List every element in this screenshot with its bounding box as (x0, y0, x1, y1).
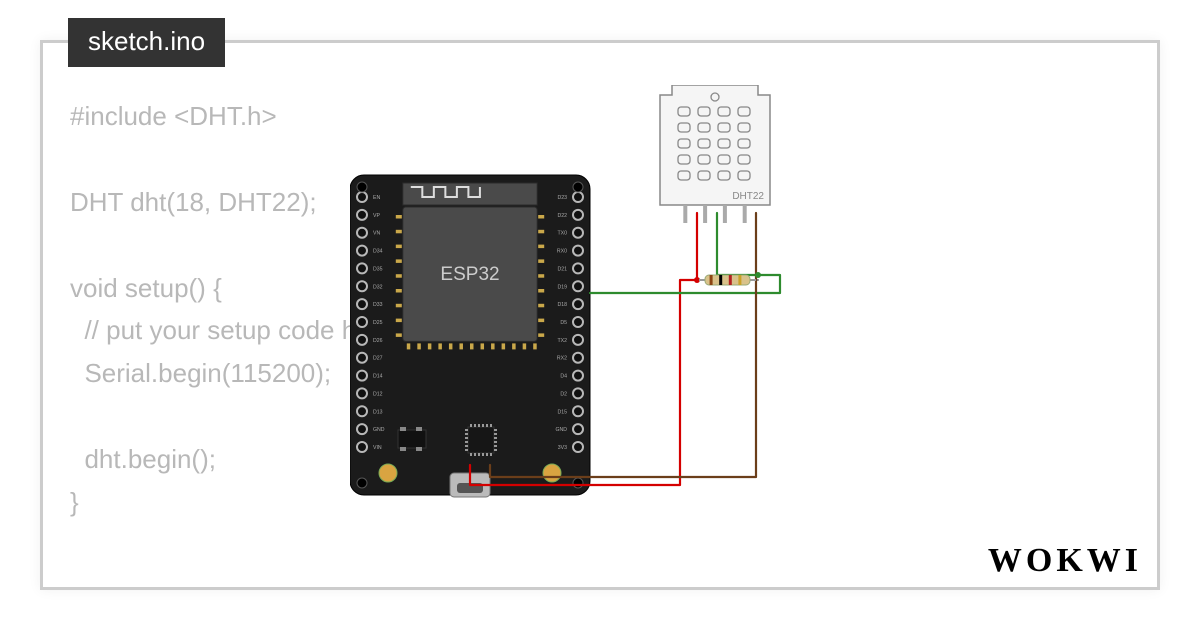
svg-text:D18: D18 (557, 302, 567, 308)
filename-tab: sketch.ino (68, 18, 225, 67)
svg-text:D13: D13 (373, 409, 383, 415)
svg-text:D26: D26 (373, 338, 383, 344)
svg-text:VIN: VIN (373, 445, 382, 451)
svg-text:D33: D33 (373, 302, 383, 308)
svg-text:D35: D35 (373, 266, 383, 272)
svg-text:D22: D22 (557, 213, 567, 219)
svg-text:VN: VN (373, 231, 380, 237)
svg-text:D15: D15 (557, 409, 567, 415)
svg-text:D23: D23 (557, 195, 567, 201)
svg-text:D21: D21 (557, 266, 567, 272)
svg-text:RX2: RX2 (557, 356, 567, 362)
svg-text:D4: D4 (560, 374, 567, 380)
circuit-diagram: ESP32 EN VP VN D34 D35 D32 D33 D25 D26 D27 D14 D12 D… (350, 85, 970, 505)
svg-text:EN: EN (373, 195, 380, 201)
svg-text:DHT22: DHT22 (732, 191, 764, 202)
svg-text:D12: D12 (373, 391, 383, 397)
svg-text:GND: GND (555, 427, 567, 433)
svg-text:ESP32: ESP32 (440, 264, 499, 285)
svg-text:GND: GND (373, 427, 385, 433)
svg-text:D32: D32 (373, 284, 383, 290)
svg-text:TX0: TX0 (557, 231, 567, 237)
wokwi-logo: WOKWI (988, 542, 1142, 580)
svg-text:D14: D14 (373, 374, 383, 380)
svg-text:D2: D2 (560, 391, 567, 397)
svg-text:TX2: TX2 (557, 338, 567, 344)
svg-text:VP: VP (373, 213, 380, 219)
svg-text:D19: D19 (557, 284, 567, 290)
svg-text:D27: D27 (373, 356, 383, 362)
svg-text:D25: D25 (373, 320, 383, 326)
svg-text:D5: D5 (560, 320, 567, 326)
svg-text:D34: D34 (373, 249, 383, 255)
svg-text:RX0: RX0 (557, 249, 567, 255)
diagram-svg: ESP32 EN VP VN D34 D35 D32 D33 D25 D26 D27 D14 D12 D… (350, 85, 970, 505)
svg-text:3V3: 3V3 (558, 445, 567, 451)
